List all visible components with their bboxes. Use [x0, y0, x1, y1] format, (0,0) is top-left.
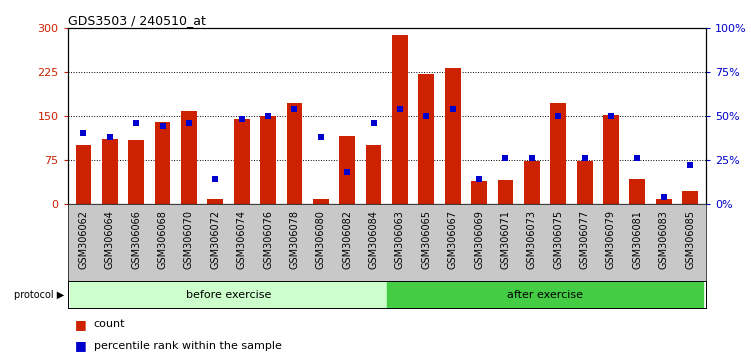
Text: GSM306077: GSM306077 — [580, 210, 590, 269]
Text: GSM306075: GSM306075 — [553, 210, 563, 269]
Bar — [71, 281, 387, 308]
Bar — [656, 199, 671, 204]
Bar — [392, 35, 408, 204]
Text: GSM306085: GSM306085 — [685, 210, 695, 269]
Text: GSM306074: GSM306074 — [237, 210, 246, 269]
Text: after exercise: after exercise — [507, 290, 583, 300]
Text: GSM306073: GSM306073 — [527, 210, 537, 269]
Bar — [387, 281, 703, 308]
Text: GSM306069: GSM306069 — [474, 210, 484, 269]
Bar — [682, 191, 698, 204]
Text: before exercise: before exercise — [185, 290, 271, 300]
Bar — [234, 119, 249, 204]
Text: GSM306070: GSM306070 — [184, 210, 194, 269]
Bar — [498, 180, 514, 204]
Text: GDS3503 / 240510_at: GDS3503 / 240510_at — [68, 14, 206, 27]
Text: count: count — [94, 319, 125, 329]
Bar — [524, 161, 540, 204]
Text: GSM306072: GSM306072 — [210, 210, 220, 269]
Text: GSM306084: GSM306084 — [369, 210, 379, 269]
Bar — [471, 181, 487, 204]
Bar — [102, 139, 118, 204]
Bar — [76, 145, 92, 204]
Text: protocol ▶: protocol ▶ — [14, 290, 65, 300]
Bar — [366, 145, 382, 204]
Text: GSM306082: GSM306082 — [342, 210, 352, 269]
Text: GSM306078: GSM306078 — [289, 210, 300, 269]
Bar — [313, 199, 329, 204]
Bar — [550, 103, 566, 204]
Text: GSM306081: GSM306081 — [632, 210, 642, 269]
Text: GSM306068: GSM306068 — [158, 210, 167, 269]
Text: GSM306064: GSM306064 — [105, 210, 115, 269]
Bar — [418, 74, 434, 204]
Text: GSM306067: GSM306067 — [448, 210, 457, 269]
Text: GSM306080: GSM306080 — [316, 210, 326, 269]
Bar — [260, 116, 276, 204]
Text: ■: ■ — [75, 339, 87, 352]
Bar — [577, 161, 593, 204]
Text: GSM306066: GSM306066 — [131, 210, 141, 269]
Bar — [207, 199, 223, 204]
Text: GSM306065: GSM306065 — [421, 210, 431, 269]
Bar — [339, 136, 355, 204]
Bar — [287, 103, 303, 204]
Bar — [155, 122, 170, 204]
Text: GSM306071: GSM306071 — [500, 210, 511, 269]
Bar — [603, 115, 619, 204]
Text: GSM306079: GSM306079 — [606, 210, 616, 269]
Bar — [181, 111, 197, 204]
Text: GSM306062: GSM306062 — [78, 210, 89, 269]
Bar — [629, 179, 645, 204]
Bar — [445, 68, 460, 204]
Bar — [128, 141, 144, 204]
Text: ■: ■ — [75, 318, 87, 331]
Text: percentile rank within the sample: percentile rank within the sample — [94, 341, 282, 351]
Text: GSM306063: GSM306063 — [395, 210, 405, 269]
Text: GSM306076: GSM306076 — [263, 210, 273, 269]
Text: GSM306083: GSM306083 — [659, 210, 668, 269]
